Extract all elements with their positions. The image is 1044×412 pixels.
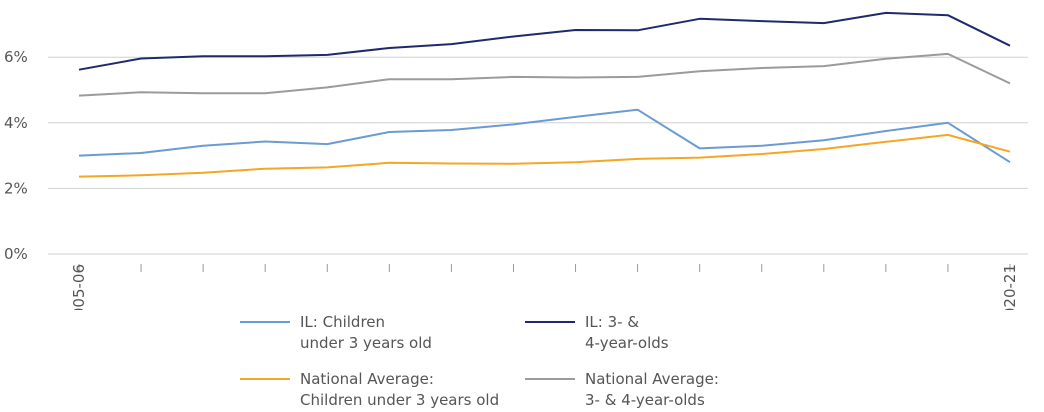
legend-label-line: 3- & 4-year-olds — [585, 391, 705, 409]
series-lines — [78, 11, 1011, 178]
series-line-nat_3_4 — [78, 52, 1011, 97]
legend-label-national-under3: National Average: Children under 3 years… — [300, 369, 499, 411]
legend: IL: Children under 3 years old IL: 3- & … — [240, 312, 800, 412]
legend-swatch-il-3-4 — [525, 321, 575, 323]
legend-swatch-national-under3 — [240, 378, 290, 380]
x-axis-ticks — [78, 264, 1011, 272]
series-line-nat_under3 — [78, 133, 1011, 178]
series-line-il_under3 — [78, 108, 1011, 164]
legend-item-national-under3: National Average: Children under 3 years… — [240, 369, 499, 411]
legend-label-line: IL: 3- & — [585, 313, 640, 331]
y-tick-label: 6% — [4, 48, 28, 66]
legend-label-il-3-4: IL: 3- & 4-year-olds — [585, 312, 669, 354]
x-tick-label: 2005-06 — [70, 264, 88, 310]
chart-svg: 0% 2% 4% 6% 2005-06 2020-21 — [4, 11, 1028, 310]
legend-label-line: National Average: — [300, 370, 434, 388]
x-tick-label: 2020-21 — [1001, 264, 1019, 310]
legend-label-line: Children under 3 years old — [300, 391, 500, 409]
legend-label-line: under 3 years old — [300, 334, 432, 352]
y-tick-labels: 0% 2% 4% 6% — [4, 48, 28, 263]
y-tick-label: 4% — [4, 114, 28, 132]
legend-label-national-3-4: National Average: 3- & 4-year-olds — [585, 369, 719, 411]
legend-item-national-3-4: National Average: 3- & 4-year-olds — [525, 369, 719, 411]
legend-label-line: IL: Children — [300, 313, 386, 331]
legend-swatch-il-under3 — [240, 321, 290, 323]
series-line-il_3_4 — [78, 11, 1011, 71]
y-tick-label: 2% — [4, 179, 28, 197]
y-tick-label: 0% — [4, 245, 28, 263]
legend-item-il-under3: IL: Children under 3 years old — [240, 312, 432, 354]
x-tick-labels: 2005-06 2020-21 — [70, 264, 1019, 310]
gridlines — [48, 56, 1028, 255]
legend-label-line: National Average: — [585, 370, 719, 388]
legend-item-il-3-4: IL: 3- & 4-year-olds — [525, 312, 669, 354]
legend-swatch-national-3-4 — [525, 378, 575, 380]
legend-label-il-under3: IL: Children under 3 years old — [300, 312, 432, 354]
legend-label-line: 4-year-olds — [585, 334, 669, 352]
